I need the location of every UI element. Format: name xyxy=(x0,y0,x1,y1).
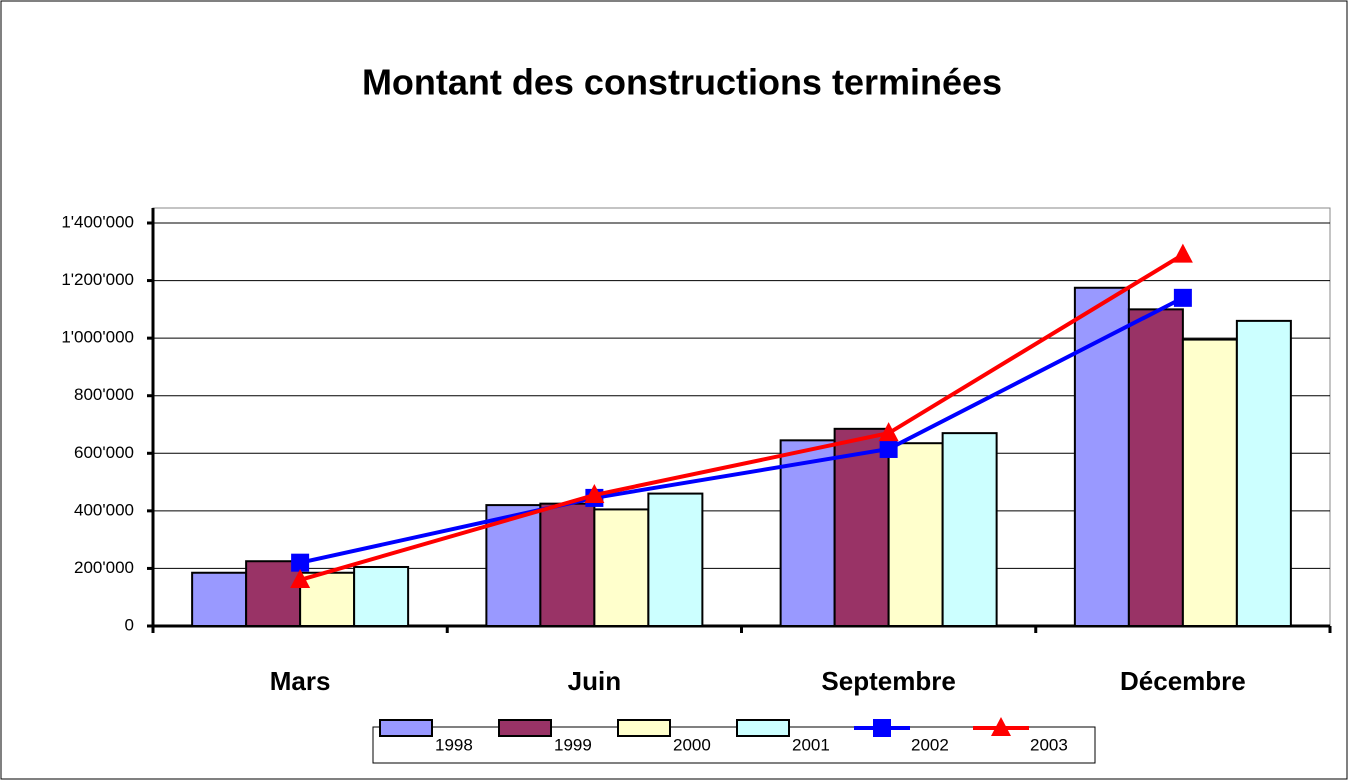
marker xyxy=(1172,243,1193,263)
legend-label: 2002 xyxy=(911,735,949,754)
legend-label: 2000 xyxy=(673,735,711,754)
marker xyxy=(584,484,605,504)
bar xyxy=(1235,319,1292,627)
y-tick-label: 1'400'000 xyxy=(61,212,134,231)
bar xyxy=(779,439,836,628)
y-tick-label: 800'000 xyxy=(74,385,134,404)
marker xyxy=(879,439,898,458)
legend-label: 2003 xyxy=(1030,735,1068,754)
bar xyxy=(647,492,704,628)
bar xyxy=(833,427,890,628)
legend-label: 1998 xyxy=(435,735,473,754)
marker xyxy=(878,422,899,442)
marker xyxy=(291,553,310,572)
line xyxy=(299,252,1184,582)
chart-title: Montant des constructions terminées xyxy=(362,62,1002,103)
line xyxy=(299,296,1184,565)
marker xyxy=(290,568,311,588)
bar xyxy=(1127,308,1184,627)
bar xyxy=(593,508,650,627)
y-tick-label: 600'000 xyxy=(74,443,134,462)
bar xyxy=(191,571,248,627)
y-tick-label: 0 xyxy=(125,615,134,634)
bar xyxy=(1073,286,1130,627)
x-tick-label: Septembre xyxy=(821,666,955,696)
legend-swatch xyxy=(498,719,552,737)
legend-marker xyxy=(991,717,1011,736)
legend xyxy=(372,726,1096,764)
legend-swatch xyxy=(617,719,671,737)
legend-label: 1999 xyxy=(554,735,592,754)
marker xyxy=(1173,288,1192,307)
x-tick-label: Décembre xyxy=(1120,666,1246,696)
bar xyxy=(299,571,356,627)
legend-swatch xyxy=(736,719,790,737)
bar xyxy=(245,560,302,627)
y-tick-label: 200'000 xyxy=(74,558,134,577)
bar xyxy=(887,442,944,628)
x-tick-label: Mars xyxy=(270,666,331,696)
y-tick-label: 400'000 xyxy=(74,500,134,519)
bar xyxy=(941,432,998,627)
legend-marker xyxy=(873,719,891,737)
bar xyxy=(353,565,410,627)
bar xyxy=(539,502,596,627)
y-tick-label: 1'000'000 xyxy=(61,328,134,347)
x-tick-label: Juin xyxy=(568,666,621,696)
legend-label: 2001 xyxy=(792,735,830,754)
legend-swatch xyxy=(379,719,433,737)
bar xyxy=(1181,338,1238,627)
y-tick-label: 1'200'000 xyxy=(61,270,134,289)
